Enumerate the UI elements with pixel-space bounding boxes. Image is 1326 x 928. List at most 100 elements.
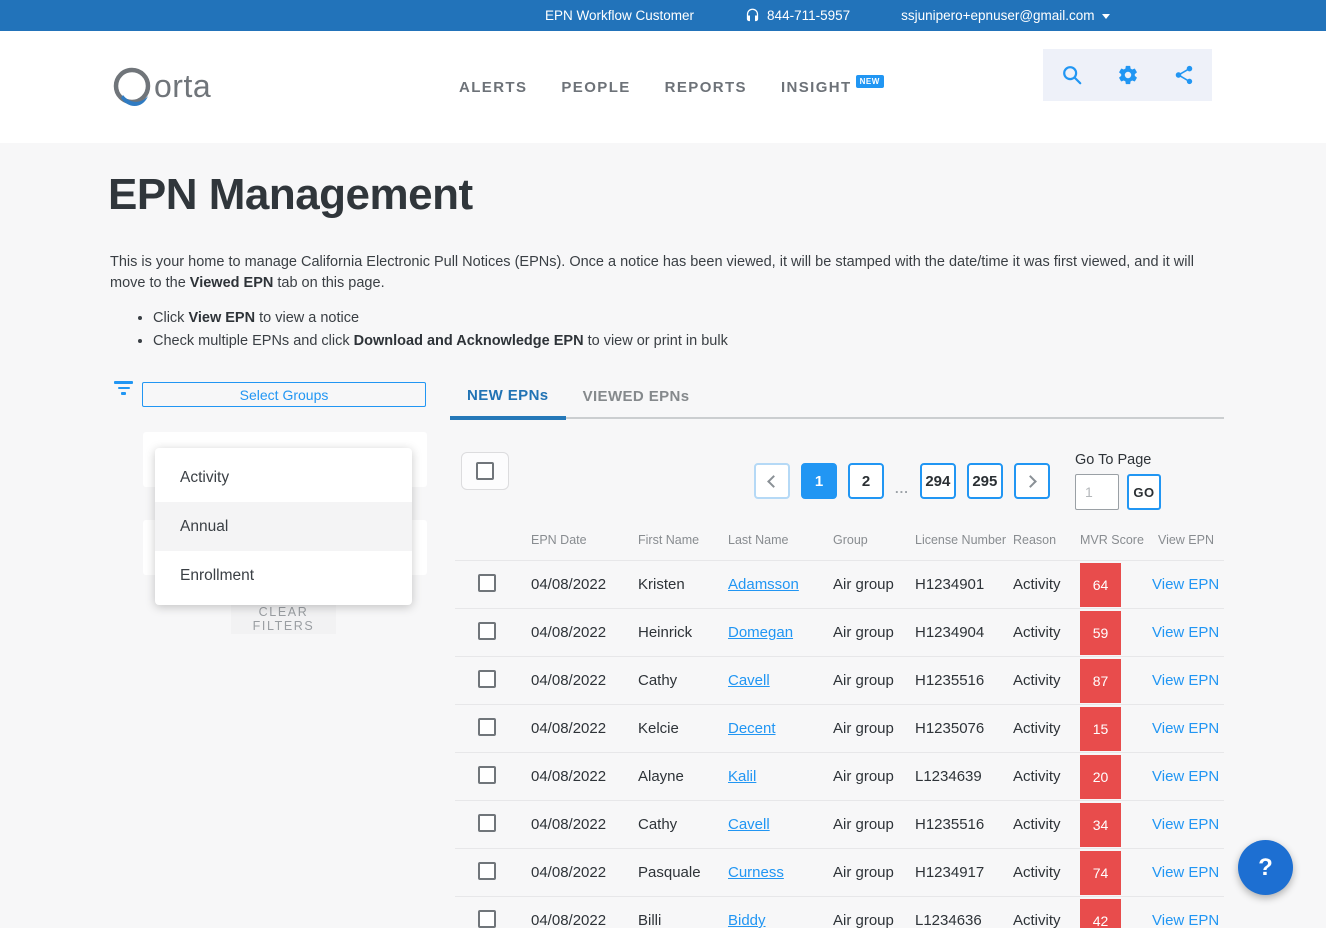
cell-epn-date: 04/08/2022 xyxy=(531,672,607,689)
last-name-link[interactable]: Cavell xyxy=(728,672,770,689)
groups-dropdown-menu: Activity Annual Enrollment xyxy=(155,448,412,605)
mvr-score-badge: 34 xyxy=(1080,802,1121,847)
cell-reason: Activity xyxy=(1013,672,1061,689)
cell-group: Air group xyxy=(833,816,894,833)
cell-reason: Activity xyxy=(1013,912,1061,928)
nav-people[interactable]: PEOPLE xyxy=(561,78,631,96)
gear-icon[interactable] xyxy=(1117,64,1139,86)
page-button-295[interactable]: 295 xyxy=(966,463,1003,499)
col-last-name: Last Name xyxy=(728,533,789,547)
cell-group: Air group xyxy=(833,672,894,689)
filter-icon[interactable] xyxy=(114,381,133,396)
row-checkbox[interactable] xyxy=(478,573,496,592)
table-row: 04/08/2022 Alayne Kalil Air group L12346… xyxy=(455,752,1224,800)
app-header: orta ALERTS PEOPLE REPORTS INSIGHT NEW xyxy=(0,31,1326,143)
last-name-link[interactable]: Decent xyxy=(728,720,776,737)
mvr-score-badge: 64 xyxy=(1080,562,1121,607)
mvr-score-badge: 42 xyxy=(1080,898,1121,928)
cell-first-name: Alayne xyxy=(638,768,684,785)
logo-text: orta xyxy=(154,68,211,104)
new-badge: NEW xyxy=(855,74,884,88)
cell-reason: Activity xyxy=(1013,768,1061,785)
cell-epn-date: 04/08/2022 xyxy=(531,720,607,737)
go-to-page-label: Go To Page xyxy=(1075,452,1152,468)
last-name-link[interactable]: Curness xyxy=(728,864,784,881)
help-button[interactable]: ? xyxy=(1238,840,1293,895)
account-menu[interactable]: ssjunipero+epnuser@gmail.com xyxy=(901,8,1110,23)
view-epn-link[interactable]: View EPN xyxy=(1152,816,1220,833)
page-button-1[interactable]: 1 xyxy=(801,463,837,499)
dropdown-option-enrollment[interactable]: Enrollment xyxy=(180,566,255,584)
row-checkbox[interactable] xyxy=(478,669,496,688)
cell-epn-date: 04/08/2022 xyxy=(531,816,607,833)
cell-first-name: Kristen xyxy=(638,576,685,593)
cell-epn-date: 04/08/2022 xyxy=(531,624,607,641)
last-name-link[interactable]: Domegan xyxy=(728,624,794,641)
last-name-link[interactable]: Biddy xyxy=(728,912,766,928)
caret-down-icon xyxy=(1101,14,1110,19)
next-page-button[interactable] xyxy=(1013,463,1050,499)
cell-group: Air group xyxy=(833,624,894,641)
select-all-checkbox[interactable] xyxy=(476,462,494,480)
epn-table: EPN Date First Name Last Name Group Lice… xyxy=(455,520,1224,928)
view-epn-link[interactable]: View EPN xyxy=(1152,720,1220,737)
share-icon[interactable] xyxy=(1173,64,1195,86)
view-epn-link[interactable]: View EPN xyxy=(1152,864,1220,881)
page-button-2[interactable]: 2 xyxy=(848,463,884,499)
dropdown-option-annual[interactable]: Annual xyxy=(155,502,412,551)
go-to-page-input[interactable] xyxy=(1075,474,1119,510)
col-reason: Reason xyxy=(1013,533,1057,547)
cell-license: H1234917 xyxy=(915,864,985,881)
search-icon[interactable] xyxy=(1061,64,1083,86)
go-to-page: Go To Page GO xyxy=(1075,452,1161,510)
support-phone: 844-711-5957 xyxy=(745,8,850,23)
go-button[interactable]: GO xyxy=(1127,474,1161,510)
tab-viewed-epns[interactable]: VIEWED EPNs xyxy=(582,388,690,405)
row-checkbox[interactable] xyxy=(478,861,496,880)
row-checkbox[interactable] xyxy=(478,813,496,832)
table-row: 04/08/2022 Billi Biddy Air group L123463… xyxy=(455,896,1224,928)
cell-reason: Activity xyxy=(1013,624,1061,641)
main-nav: ALERTS PEOPLE REPORTS INSIGHT NEW xyxy=(459,31,884,143)
select-groups-dropdown[interactable]: Select Groups xyxy=(142,382,426,407)
row-checkbox[interactable] xyxy=(478,717,496,736)
topbar: EPN Workflow Customer 844-711-5957 ssjun… xyxy=(0,0,1326,31)
view-epn-link[interactable]: View EPN xyxy=(1152,912,1220,928)
page-button-294[interactable]: 294 xyxy=(919,463,956,499)
previous-page-button[interactable] xyxy=(754,463,790,499)
cell-first-name: Billi xyxy=(638,912,662,928)
nav-reports[interactable]: REPORTS xyxy=(664,78,747,96)
view-epn-link[interactable]: View EPN xyxy=(1152,672,1220,689)
cell-license: H1234901 xyxy=(915,576,985,593)
view-epn-link[interactable]: View EPN xyxy=(1152,624,1220,641)
cell-epn-date: 04/08/2022 xyxy=(531,576,607,593)
row-checkbox[interactable] xyxy=(478,765,496,784)
chevron-right-icon xyxy=(1023,474,1037,488)
view-epn-link[interactable]: View EPN xyxy=(1152,576,1220,593)
mvr-score-badge: 74 xyxy=(1080,850,1121,895)
dropdown-option-activity[interactable]: Activity xyxy=(180,468,230,486)
cell-group: Air group xyxy=(833,720,894,737)
clear-filters-button[interactable]: CLEAR FILTERS xyxy=(231,603,336,634)
cell-first-name: Kelcie xyxy=(638,720,679,737)
last-name-link[interactable]: Cavell xyxy=(728,816,770,833)
nav-insight[interactable]: INSIGHT NEW xyxy=(781,74,884,96)
cell-license: L1234639 xyxy=(915,768,982,785)
tab-new-epns[interactable]: NEW EPNs xyxy=(450,387,566,420)
last-name-link[interactable]: Adamsson xyxy=(728,576,799,593)
view-epn-link[interactable]: View EPN xyxy=(1152,768,1220,785)
cell-reason: Activity xyxy=(1013,576,1061,593)
page-title: EPN Management xyxy=(108,170,473,219)
epn-tabs: NEW EPNs VIEWED EPNs xyxy=(450,381,1224,420)
col-view-epn: View EPN xyxy=(1157,533,1214,547)
cell-epn-date: 04/08/2022 xyxy=(531,912,607,928)
qorta-logo[interactable]: orta xyxy=(110,61,235,118)
row-checkbox[interactable] xyxy=(478,909,496,928)
select-all-button[interactable] xyxy=(461,452,509,490)
col-epn-date: EPN Date xyxy=(531,533,587,547)
support-phone-number: 844-711-5957 xyxy=(767,8,851,23)
instruction-item: Click View EPN to view a notice xyxy=(153,310,728,326)
last-name-link[interactable]: Kalil xyxy=(728,768,757,785)
nav-alerts[interactable]: ALERTS xyxy=(459,78,528,96)
row-checkbox[interactable] xyxy=(478,621,496,640)
